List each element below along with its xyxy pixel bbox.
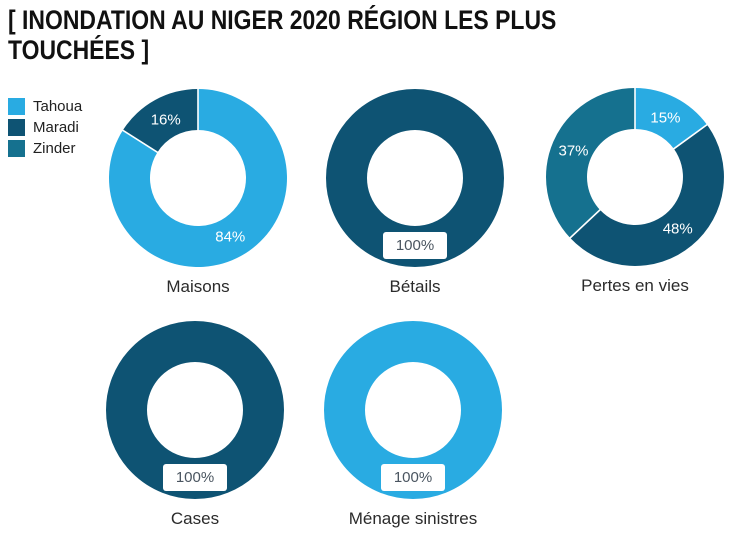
slice-separator: [672, 123, 708, 150]
donut-slice-tahoua[interactable]: [108, 89, 287, 267]
slice-label: 84%: [215, 229, 245, 246]
legend-item-tahoua: Tahoua: [8, 96, 82, 117]
donut-chart-3: 15% 48% 37% Pertes en vies: [545, 87, 725, 297]
legend-swatch-tahoua: [8, 98, 25, 115]
slice-label: 48%: [663, 221, 693, 238]
donut-svg: 100%: [326, 89, 504, 267]
legend-item-maradi: Maradi: [8, 117, 82, 138]
donut-chart-5: 100% Ménage sinistres: [323, 320, 503, 530]
donut-svg: 100%: [106, 321, 284, 499]
slice-label-box: [383, 232, 447, 259]
donut-chart-2: 100% Bétails: [325, 88, 505, 298]
legend-item-zinder: Zinder: [8, 138, 82, 159]
legend: Tahoua Maradi Zinder: [8, 96, 82, 159]
slice-label: 37%: [558, 142, 588, 159]
donut-svg: 84% 16%: [108, 88, 287, 267]
slice-label: 100%: [176, 469, 214, 486]
donut-slice-maradi[interactable]: [122, 89, 198, 153]
slice-label: 100%: [396, 237, 434, 254]
legend-label: Maradi: [33, 119, 79, 136]
donut-slice-maradi[interactable]: [570, 124, 724, 266]
donut-chart-4: 100% Cases: [105, 320, 285, 530]
slice-label: 16%: [151, 111, 181, 128]
slice-label-box: [381, 464, 445, 491]
chart-category-label: Cases: [170, 509, 220, 528]
legend-swatch-maradi: [8, 119, 25, 136]
legend-swatch-zinder: [8, 140, 25, 157]
donut-slice-tahoua[interactable]: [324, 321, 502, 499]
donut-svg: 100%: [324, 321, 502, 499]
donut-chart-1: 84% 16% Maisons: [108, 88, 288, 298]
donut-slice-maradi[interactable]: [106, 321, 284, 499]
donut-svg: 15% 48% 37%: [546, 87, 724, 266]
donut-slice-maradi[interactable]: [326, 89, 504, 267]
slice-separator: [569, 208, 601, 239]
slice-label: 100%: [394, 469, 432, 486]
slice-label-box: [163, 464, 227, 491]
chart-category-label: Bétails: [389, 277, 441, 296]
chart-category-label: Pertes en vies: [581, 276, 689, 295]
chart-title: [ INONDATION AU NIGER 2020 RÉGION LES PL…: [8, 5, 557, 65]
chart-category-label: Ménage sinistres: [348, 509, 478, 528]
legend-label: Zinder: [33, 140, 76, 157]
slice-label: 15%: [650, 109, 680, 126]
chart-category-label: Maisons: [166, 277, 230, 296]
donut-slice-zinder[interactable]: [546, 88, 635, 238]
legend-label: Tahoua: [33, 98, 83, 115]
donut-slice-tahoua[interactable]: [635, 88, 707, 149]
slice-separator: [122, 129, 159, 154]
